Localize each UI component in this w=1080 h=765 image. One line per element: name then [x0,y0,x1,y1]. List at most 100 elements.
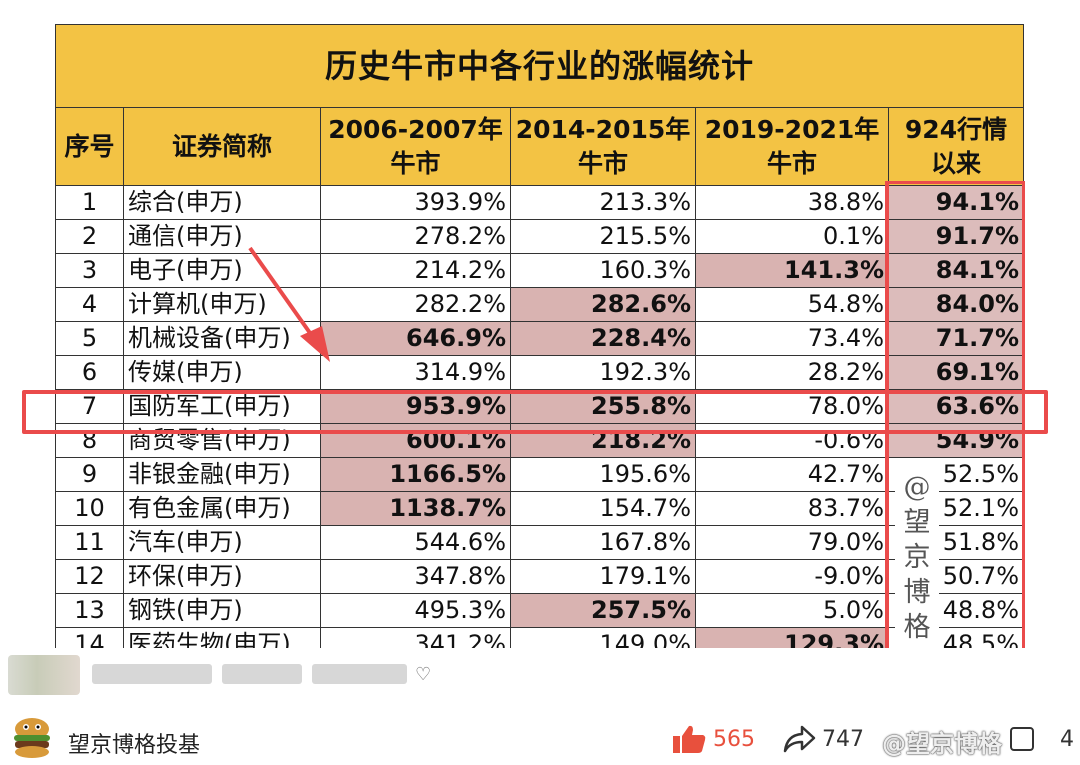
blurred-text [92,664,212,684]
gain-cell: 154.7% [510,491,696,526]
gain-cell: 195.6% [510,457,696,492]
gain-cell: 282.2% [320,287,511,322]
blurred-text [222,664,302,684]
share-arrow-icon[interactable] [782,724,816,754]
comment-icon[interactable] [1010,727,1034,751]
security-name: 汽车(申万) [123,525,321,560]
column-header: 证券简称 [123,107,321,186]
row-index: 1 [55,185,124,220]
gain-cell: 341.2% [320,627,511,648]
gain-cell: 228.4% [510,321,696,356]
table-row: 9 非银金融(申万) 1166.5% 195.6% 42.7% 52.5% [55,457,1025,492]
row-index: 2 [55,219,124,254]
table-row: 7 国防军工(申万) 953.9% 255.8% 78.0% 63.6% [55,389,1025,424]
table-row: 5 机械设备(申万) 646.9% 228.4% 73.4% 71.7% [55,321,1025,356]
post-image[interactable]: 历史牛市中各行业的涨幅统计 序号 证券简称 2006-2007年牛市 2014-… [0,0,1080,648]
thumbs-up-icon[interactable] [672,724,706,754]
row-index: 3 [55,253,124,288]
row-index: 14 [55,627,124,648]
security-name: 环保(申万) [123,559,321,594]
security-name: 通信(申万) [123,219,321,254]
gain-cell: 393.9% [320,185,511,220]
row-index: 10 [55,491,124,526]
security-name: 传媒(申万) [123,355,321,390]
gain-cell: 257.5% [510,593,696,628]
column-header: 序号 [55,107,124,186]
gain-cell: 79.0% [695,525,889,560]
industry-gain-table: 历史牛市中各行业的涨幅统计 序号 证券简称 2006-2007年牛市 2014-… [54,24,1025,648]
gain-cell: -9.0% [695,559,889,594]
gain-cell: 179.1% [510,559,696,594]
gain-cell: 215.5% [510,219,696,254]
security-name: 非银金融(申万) [123,457,321,492]
row-index: 13 [55,593,124,628]
like-count: 565 [713,727,755,752]
gain-cell: 1138.7% [320,491,511,526]
gain-cell: 63.6% [887,389,1025,424]
row-index: 4 [55,287,124,322]
watermark-char: 望 [903,507,931,538]
gain-cell: 160.3% [510,253,696,288]
author-name[interactable]: 望京博格投基 [68,733,201,758]
gain-cell: 953.9% [320,389,511,424]
gain-cell: 141.3% [695,253,889,288]
security-name: 机械设备(申万) [123,321,321,356]
security-name: 医药生物(申万) [123,627,321,648]
table-header-row: 序号 证券简称 2006-2007年牛市 2014-2015年牛市 2019-2… [55,107,1025,186]
watermark-char: 博 [903,577,931,608]
gain-cell: 255.8% [510,389,696,424]
gain-cell: 495.3% [320,593,511,628]
gain-cell: 69.1% [887,355,1025,390]
highlight-row-box [22,390,1048,434]
watermark-char: 京 [903,542,931,573]
gain-cell: 54.8% [695,287,889,322]
gain-cell: 94.1% [887,185,1025,220]
post-action-bar [0,710,1080,765]
security-name: 商贸零售(申万) [123,423,321,458]
gain-cell: 129.3% [695,627,889,648]
gain-cell: 0.1% [695,219,889,254]
column-header: 2019-2021年牛市 [695,107,889,186]
column-header: 2014-2015年牛市 [510,107,696,186]
gain-cell: 38.8% [695,185,889,220]
gain-cell: 5.0% [695,593,889,628]
blurred-avatar [8,655,80,695]
gain-cell: 167.8% [510,525,696,560]
gain-cell: 282.6% [510,287,696,322]
table-row: 3 电子(申万) 214.2% 160.3% 141.3% 84.1% [55,253,1025,288]
column-header: 924行情以来 [887,107,1025,186]
gain-cell: 42.7% [695,457,889,492]
gain-cell: 646.9% [320,321,511,356]
heart-icon[interactable]: ♡ [415,664,432,685]
gain-cell: 600.1% [320,423,511,458]
blurred-text [312,664,407,684]
gain-cell: 83.7% [695,491,889,526]
security-name: 钢铁(申万) [123,593,321,628]
gain-cell: 314.9% [320,355,511,390]
row-index: 6 [55,355,124,390]
comment-count: 4 [1060,727,1074,752]
security-name: 计算机(申万) [123,287,321,322]
gain-cell: 214.2% [320,253,511,288]
gain-cell: 278.2% [320,219,511,254]
gain-cell: 544.6% [320,525,511,560]
table-row: 10 有色金属(申万) 1138.7% 154.7% 83.7% 52.1% [55,491,1025,526]
vertical-watermark: @ 望 京 博 格 [895,470,939,643]
gain-cell: 192.3% [510,355,696,390]
gain-cell: 73.4% [695,321,889,356]
table-row: 11 汽车(申万) 544.6% 167.8% 79.0% 51.8% [55,525,1025,560]
security-name: 综合(申万) [123,185,321,220]
row-index: 5 [55,321,124,356]
gain-cell: 48.5% [887,627,1025,648]
gain-cell: 71.7% [887,321,1025,356]
security-name: 电子(申万) [123,253,321,288]
watermark-char: 格 [903,612,931,643]
highlight-column-box [885,181,1025,648]
gain-cell: 213.3% [510,185,696,220]
gain-cell: 149.0% [510,627,696,648]
gain-cell: 347.8% [320,559,511,594]
table-row: 14 医药生物(申万) 341.2% 149.0% 129.3% 48.5% [55,627,1025,648]
author-avatar[interactable] [8,713,56,761]
gain-cell: 28.2% [695,355,889,390]
gain-cell: 1166.5% [320,457,511,492]
